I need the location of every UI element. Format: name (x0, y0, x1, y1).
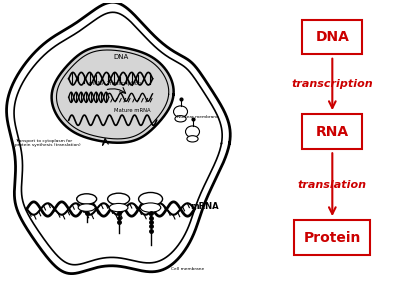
FancyBboxPatch shape (294, 220, 370, 255)
Text: Mature mRNA: Mature mRNA (114, 108, 151, 113)
Text: Transport to cytoplasm for
protein synthesis (translation): Transport to cytoplasm for protein synth… (15, 139, 80, 147)
Ellipse shape (139, 192, 162, 206)
Ellipse shape (78, 204, 95, 211)
Text: DNA: DNA (113, 54, 128, 60)
Ellipse shape (108, 193, 130, 205)
Text: translation: translation (298, 180, 367, 190)
Ellipse shape (141, 203, 161, 212)
Text: transcription: transcription (292, 79, 373, 89)
Ellipse shape (173, 106, 188, 117)
Ellipse shape (187, 136, 198, 142)
Ellipse shape (77, 194, 97, 204)
FancyBboxPatch shape (303, 114, 362, 149)
Text: Protein: Protein (304, 231, 361, 245)
Text: mRNA: mRNA (190, 202, 219, 211)
Text: DNA: DNA (315, 30, 349, 44)
Text: RNA: RNA (316, 125, 349, 139)
Polygon shape (51, 46, 174, 143)
Text: mRNA Transcription: mRNA Transcription (89, 81, 141, 86)
FancyBboxPatch shape (303, 20, 362, 54)
Ellipse shape (109, 204, 128, 212)
Ellipse shape (175, 116, 186, 122)
Text: Nuclear membrane: Nuclear membrane (177, 115, 218, 119)
Polygon shape (6, 2, 230, 274)
Text: Cell membrane: Cell membrane (171, 267, 204, 271)
Ellipse shape (185, 126, 200, 138)
